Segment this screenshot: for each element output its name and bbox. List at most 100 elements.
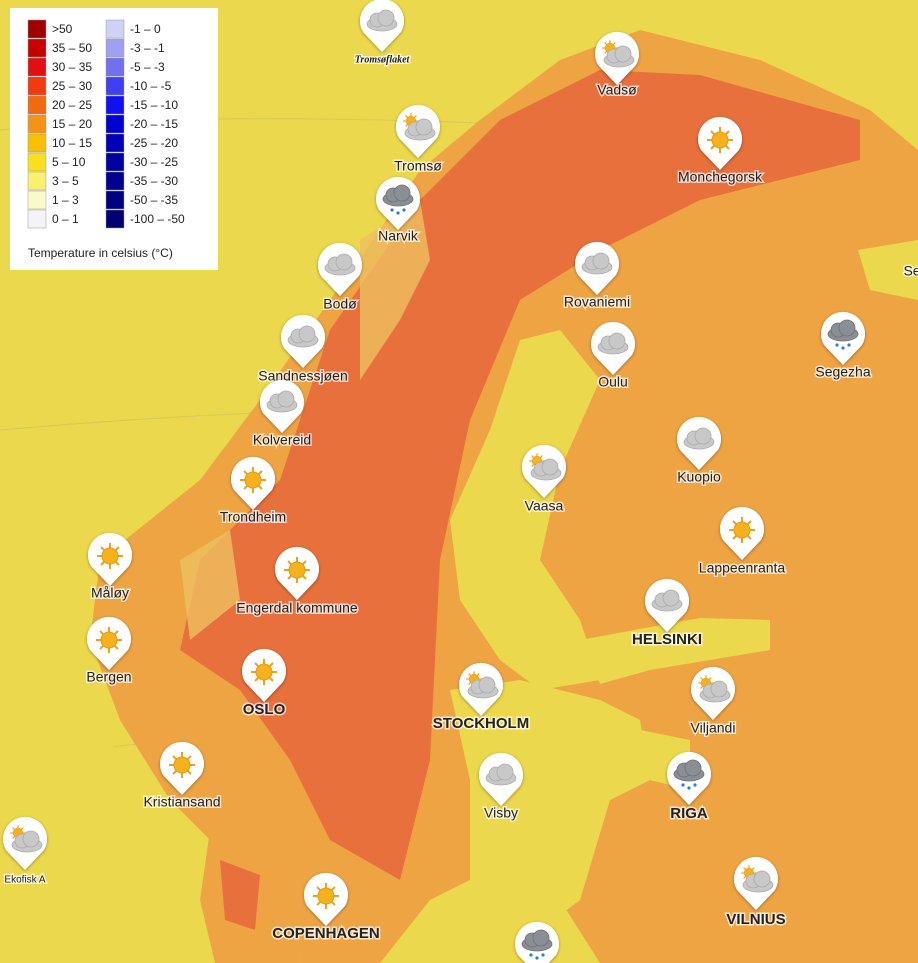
city-label: HELSINKI	[632, 631, 702, 648]
legend-label: -30 – -25	[130, 155, 178, 169]
legend-label: -50 – -35	[130, 193, 178, 207]
gulf-of-finland	[580, 618, 770, 684]
legend-swatch	[27, 209, 47, 229]
marker	[677, 416, 721, 470]
city-label: Narvik	[378, 228, 419, 244]
legend-swatch	[27, 171, 47, 191]
legend-label: -25 – -20	[130, 136, 178, 150]
marker	[88, 532, 132, 586]
legend-swatch	[105, 38, 125, 58]
legend-label: 5 – 10	[52, 155, 86, 169]
legend-swatch	[105, 152, 125, 172]
legend-label: -5 – -3	[130, 60, 165, 74]
marker	[304, 872, 348, 926]
marker	[376, 176, 420, 230]
marker	[479, 752, 523, 806]
marker	[734, 856, 778, 910]
marker	[281, 314, 325, 368]
marker	[515, 921, 559, 963]
legend-label: 30 – 35	[52, 60, 92, 74]
legend-swatch	[105, 190, 125, 210]
marker	[595, 31, 639, 86]
legend-label: 10 – 15	[52, 136, 92, 150]
marker	[698, 116, 742, 170]
marker	[645, 578, 689, 632]
legend-swatch	[27, 114, 47, 134]
marker	[459, 662, 503, 716]
marker	[318, 242, 362, 296]
legend-label: -10 – -5	[130, 79, 172, 93]
legend-label: 0 – 1	[52, 212, 79, 226]
marker	[720, 506, 764, 560]
city-label: Engerdal kommune	[236, 600, 358, 616]
city-label: Sandnessjøen	[258, 368, 348, 384]
marker	[667, 751, 711, 805]
city-label: Måløy	[91, 585, 129, 601]
legend-label: -3 – -1	[130, 41, 165, 55]
legend-swatch	[27, 133, 47, 153]
legend-swatch	[27, 76, 47, 96]
marker	[522, 444, 566, 498]
city-label: Vadsø	[597, 82, 637, 98]
legend-swatch	[105, 19, 125, 39]
legend: Temperature in celsius (°C) >50 35 – 50 30…	[10, 8, 218, 270]
marker	[360, 0, 404, 52]
city-label: COPENHAGEN	[272, 925, 380, 942]
legend-title: Temperature in celsius (°C)	[28, 246, 173, 260]
city-label: Kristiansand	[143, 794, 220, 810]
marker	[275, 546, 319, 600]
city-label: STOCKHOLM	[433, 715, 529, 732]
legend-label: 35 – 50	[52, 41, 92, 55]
legend-swatch	[105, 133, 125, 153]
legend-swatch	[105, 95, 125, 115]
baltic-sea	[450, 680, 650, 945]
gulf-of-bothnia	[450, 330, 600, 690]
legend-swatch	[105, 114, 125, 134]
highlands	[180, 70, 860, 880]
legend-label: -35 – -30	[130, 174, 178, 188]
city-label: Se	[903, 263, 918, 279]
marker	[160, 741, 204, 795]
city-label: OSLO	[243, 701, 286, 718]
legend-swatch	[27, 19, 47, 39]
city-label: Kolvereid	[253, 432, 311, 448]
city-label: Oulu	[598, 374, 628, 390]
legend-label: -1 – 0	[130, 22, 161, 36]
legend-label: >50	[52, 22, 73, 36]
white-sea	[858, 240, 918, 300]
city-label: Segezha	[815, 364, 870, 380]
marker	[87, 616, 131, 670]
city-label: Vaasa	[525, 498, 564, 514]
marker	[3, 816, 47, 870]
marker	[242, 648, 286, 702]
city-label: Monchegorsk	[678, 169, 763, 185]
legend-swatch	[105, 209, 125, 229]
legend-swatch	[27, 152, 47, 172]
city-label: Rovaniemi	[564, 294, 630, 310]
city-label: Bodø	[323, 296, 357, 312]
city-label: RIGA	[670, 805, 708, 822]
city-label: Tromsø	[394, 158, 442, 174]
city-label: Lappeenranta	[699, 560, 786, 576]
legend-label: 15 – 20	[52, 117, 92, 131]
legend-swatch	[27, 38, 47, 58]
city-label: Kuopio	[677, 469, 721, 485]
marker	[231, 456, 275, 510]
markers: Tromsøflaket Vadsø Tromsø Monchegorsk Narvik…	[3, 0, 918, 963]
legend-label: -15 – -10	[130, 98, 178, 112]
denmark-highland	[220, 860, 260, 930]
marker	[821, 311, 865, 365]
legend-label: 25 – 30	[52, 79, 92, 93]
marker	[591, 321, 635, 375]
legend-label: -100 – -50	[130, 212, 185, 226]
legend-label: 1 – 3	[52, 193, 79, 207]
legend-swatch	[105, 171, 125, 191]
legend-swatch	[27, 57, 47, 77]
marker	[396, 104, 440, 158]
marker	[691, 666, 735, 720]
mountains	[180, 200, 430, 640]
marker	[575, 241, 619, 295]
city-label: Visby	[484, 805, 518, 821]
city-label: Tromsøflaket	[355, 54, 411, 65]
